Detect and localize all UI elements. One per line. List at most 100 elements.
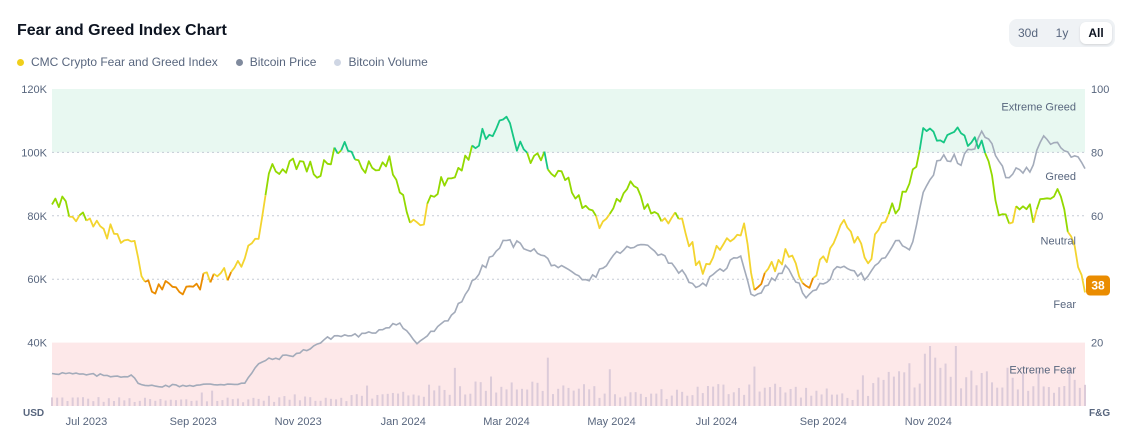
volume-bar (960, 388, 963, 406)
volume-bar (965, 377, 968, 406)
volume-bar (598, 397, 601, 406)
volume-bar (892, 376, 895, 406)
x-tick-label: Sep 2023 (170, 416, 217, 428)
volume-bar (298, 400, 301, 406)
x-tick-label: Jul 2024 (696, 416, 738, 428)
fear-greed-segment (753, 272, 766, 291)
volume-bar (805, 387, 808, 406)
fear-greed-segment (918, 126, 986, 154)
fear-greed-segment (340, 141, 356, 160)
volume-bar (304, 396, 307, 406)
volume-bar (459, 386, 462, 406)
volume-bar (164, 400, 167, 406)
volume-bar (464, 394, 467, 406)
volume-bar (634, 392, 637, 406)
fear-greed-segment (802, 277, 814, 289)
volume-bar (629, 392, 632, 406)
volume-bar (582, 384, 585, 406)
volume-bar (794, 386, 797, 406)
volume-bar (820, 394, 823, 406)
volume-bar (1042, 386, 1045, 406)
volume-bar (350, 395, 353, 406)
bitcoin-price-series (51, 129, 1086, 388)
zone-label: Fear (1053, 299, 1076, 311)
volume-bar (412, 394, 415, 406)
chart-title: Fear and Greed Index Chart (17, 22, 227, 39)
volume-bar (314, 400, 317, 406)
volume-bar (159, 398, 162, 406)
volume-bar (552, 394, 555, 406)
volume-bar (174, 400, 177, 406)
range-30d-button[interactable]: 30d (1012, 22, 1044, 44)
x-tick-label: May 2024 (587, 416, 635, 428)
volume-bar (949, 376, 952, 406)
volume-bar (588, 389, 591, 406)
volume-bar (923, 353, 926, 406)
range-all-button[interactable]: All (1080, 22, 1112, 44)
y-axis-left: 120K 100K 80K 60K 40K USD (21, 84, 47, 419)
badge-background (1086, 275, 1110, 296)
volume-bar (913, 387, 916, 406)
volume-bar (789, 388, 792, 406)
volume-bar (133, 401, 136, 406)
volume-bar (273, 401, 276, 406)
volume-bar (1001, 387, 1004, 406)
volume-bar (200, 392, 203, 406)
legend-item-bitcoin-price[interactable]: Bitcoin Price (235, 55, 316, 69)
legend-item-fear-greed[interactable]: CMC Crypto Fear and Greed Index (17, 55, 218, 69)
volume-bar (438, 385, 441, 406)
fear-greed-segment (144, 273, 205, 296)
volume-bar (753, 366, 756, 406)
volume-bar (190, 400, 193, 406)
volume-bar (97, 397, 100, 406)
volume-bar (603, 393, 606, 406)
volume-bar (402, 391, 405, 406)
volume-bar (149, 399, 152, 406)
volume-bar (484, 390, 487, 406)
volume-bar (670, 395, 673, 406)
fear-greed-segment (526, 151, 546, 164)
volume-bar (495, 392, 498, 406)
volume-bar (417, 395, 420, 406)
zone-label: Neutral (1041, 236, 1076, 248)
volume-bar (324, 397, 327, 406)
volume-bar (185, 399, 188, 406)
fear-greed-segment (1035, 188, 1069, 232)
range-1y-button[interactable]: 1y (1046, 22, 1078, 44)
volume-bar (309, 397, 312, 406)
volume-bar (386, 393, 389, 406)
volume-bar (660, 389, 663, 406)
volume-bar (706, 386, 709, 406)
volume-bar (743, 394, 746, 406)
volume-bar (593, 386, 596, 406)
volume-bar (655, 393, 658, 406)
volume-bar (92, 401, 95, 406)
volume-bar (1063, 386, 1066, 406)
volume-bar (329, 398, 332, 406)
volume-bar (1084, 384, 1086, 406)
volume-bar (541, 390, 544, 406)
volume-bar (985, 371, 988, 406)
volume-bar (195, 400, 198, 406)
current-value-badge: 38 (1086, 275, 1110, 296)
volume-bar (422, 396, 425, 406)
volume-bar (293, 394, 296, 406)
fear-greed-segment (660, 211, 676, 225)
volume-bar (226, 397, 229, 406)
volume-bar (407, 395, 410, 406)
volume-bar (712, 386, 715, 406)
volume-bar (1022, 373, 1025, 406)
volume-bar (381, 394, 384, 406)
volume-bar (1053, 392, 1056, 406)
y-left-tick-label: 40K (27, 338, 47, 350)
y-right-axis-label: F&G (1089, 408, 1110, 419)
volume-bar (732, 392, 735, 406)
volume-bar (567, 387, 570, 406)
time-range-selector: 30d 1y All (1009, 19, 1115, 47)
volume-bar (267, 395, 270, 406)
volume-bar (138, 400, 141, 406)
volume-bar (335, 399, 338, 406)
legend-item-bitcoin-volume[interactable]: Bitcoin Volume (334, 55, 428, 69)
volume-bar (613, 394, 616, 406)
